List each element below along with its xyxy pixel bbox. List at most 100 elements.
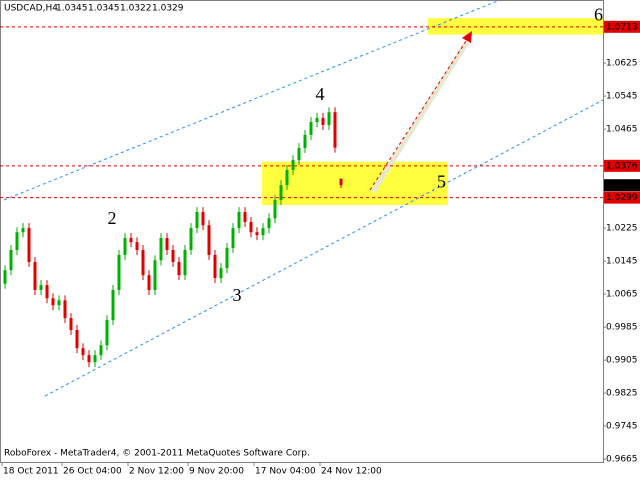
wave-label: 5 bbox=[437, 171, 446, 191]
bar-body bbox=[333, 112, 337, 148]
y-tick-label: 0.9985 bbox=[606, 323, 638, 333]
wave-label: 3 bbox=[233, 285, 242, 305]
bar-body bbox=[225, 247, 229, 269]
price-label-bg bbox=[604, 179, 640, 192]
bar-body bbox=[93, 355, 97, 363]
bar-body bbox=[15, 232, 19, 250]
bar-body bbox=[309, 122, 313, 135]
chart-symbol: USDCAD,H4 bbox=[4, 4, 58, 14]
bar-body bbox=[243, 212, 247, 222]
header-close: 1.0329 bbox=[152, 4, 184, 14]
x-tick-label: 26 Oct 04:00 bbox=[63, 467, 122, 477]
y-tick-label: 1.0145 bbox=[606, 257, 638, 267]
y-tick-label: 0.9825 bbox=[606, 389, 638, 399]
level-label-bg bbox=[604, 191, 640, 204]
bar-body bbox=[303, 134, 307, 149]
bar-body bbox=[195, 212, 199, 229]
bar-body bbox=[21, 228, 25, 233]
bar-body bbox=[9, 249, 13, 271]
bar-body bbox=[135, 242, 139, 250]
x-tick-label: 2 Nov 12:00 bbox=[129, 467, 184, 477]
y-tick-label: 0.9905 bbox=[606, 356, 638, 366]
bar-body bbox=[177, 261, 181, 276]
bar-body bbox=[27, 228, 31, 262]
bar-body bbox=[201, 212, 205, 226]
bar-body bbox=[51, 298, 55, 306]
y-tick-label: 1.0465 bbox=[606, 125, 638, 135]
bar-body bbox=[231, 228, 235, 248]
bar-body bbox=[315, 117, 319, 123]
level-label-bg bbox=[604, 20, 640, 33]
bar-body bbox=[3, 270, 7, 284]
y-tick-label: 1.0545 bbox=[606, 92, 638, 102]
bar-body bbox=[249, 221, 253, 233]
bar-body bbox=[105, 320, 109, 346]
bar-body bbox=[111, 289, 115, 321]
price-label: 1.0329 bbox=[606, 181, 638, 191]
header-low: 1.0322 bbox=[120, 4, 152, 14]
bar-body bbox=[279, 185, 283, 201]
bar-body bbox=[39, 285, 43, 290]
bar-body bbox=[255, 232, 259, 236]
y-tick-label: 1.0625 bbox=[606, 59, 638, 69]
bar-body bbox=[63, 300, 67, 319]
bar-body bbox=[261, 228, 265, 236]
bar-body bbox=[33, 261, 37, 290]
bar-body bbox=[69, 318, 73, 330]
x-tick-label: 17 Nov 04:00 bbox=[255, 467, 316, 477]
y-tick-label: 0.9665 bbox=[606, 455, 638, 465]
x-tick-label: 24 Nov 12:00 bbox=[321, 467, 382, 477]
bar-body bbox=[285, 169, 289, 186]
bar-body bbox=[147, 275, 151, 290]
bar-body bbox=[183, 249, 187, 276]
bar-body bbox=[339, 178, 343, 186]
target-zone bbox=[262, 161, 448, 206]
bar-body bbox=[207, 225, 211, 255]
level-label: 1.0376 bbox=[606, 161, 638, 171]
x-tick-label: 18 Oct 2011 bbox=[3, 467, 59, 477]
bar-body bbox=[189, 228, 193, 250]
header-high: 1.0345 bbox=[88, 4, 120, 14]
y-tick-label: 0.9745 bbox=[606, 422, 638, 432]
level-label: 1.0299 bbox=[606, 193, 638, 203]
bar-body bbox=[45, 285, 49, 299]
bar-body bbox=[57, 300, 61, 306]
arrow-head bbox=[462, 31, 472, 43]
footer: RoboForex - MetaTrader4, © 2001-2011 Met… bbox=[4, 449, 310, 459]
bar-body bbox=[153, 260, 157, 290]
bar-body bbox=[129, 238, 133, 243]
bar-body bbox=[273, 200, 277, 219]
bar-body bbox=[117, 254, 121, 290]
level-label-bg bbox=[604, 159, 640, 172]
bar-body bbox=[123, 238, 127, 255]
bar-body bbox=[87, 355, 91, 363]
y-tick-label: 1.0065 bbox=[606, 290, 638, 300]
bar-body bbox=[141, 249, 145, 276]
bar-body bbox=[159, 238, 163, 261]
plot-frame bbox=[0, 0, 604, 463]
bar-body bbox=[171, 249, 175, 262]
bar-body bbox=[99, 345, 103, 356]
wave-label: 6 bbox=[594, 5, 603, 25]
bar-body bbox=[219, 268, 223, 279]
y-tick-label: 1.0225 bbox=[606, 224, 638, 234]
wave-label: 4 bbox=[316, 84, 325, 104]
forecast-arrow bbox=[369, 37, 469, 191]
bar-body bbox=[297, 148, 301, 161]
bar-body bbox=[327, 112, 331, 125]
bar-body bbox=[267, 218, 271, 229]
level-label: 1.0713 bbox=[606, 22, 638, 32]
bar-body bbox=[321, 117, 325, 125]
bar-body bbox=[237, 212, 241, 229]
bar-body bbox=[81, 348, 85, 356]
bar-body bbox=[75, 330, 79, 349]
wave-label: 2 bbox=[108, 208, 117, 228]
channel-upper bbox=[3, 0, 501, 201]
bar-body bbox=[213, 254, 217, 279]
bar-body bbox=[165, 238, 169, 250]
target-zone bbox=[428, 18, 603, 35]
x-tick-label: 9 Nov 20:00 bbox=[189, 467, 244, 477]
arrow-shadow bbox=[370, 40, 470, 194]
bar-body bbox=[291, 160, 295, 170]
